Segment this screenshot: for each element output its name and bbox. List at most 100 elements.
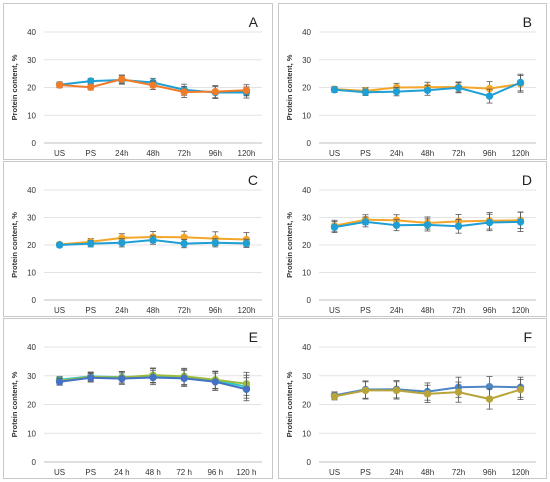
data-point xyxy=(149,236,157,244)
y-tick-label: 30 xyxy=(27,56,36,65)
y-tick-label: 30 xyxy=(27,372,36,381)
y-tick-label: 40 xyxy=(302,186,311,195)
y-tick-label: 30 xyxy=(302,214,311,223)
y-tick-label: 40 xyxy=(302,28,311,37)
x-tick-label: 24h xyxy=(390,306,403,315)
data-point xyxy=(392,386,401,395)
y-tick-label: 20 xyxy=(302,241,311,250)
data-point xyxy=(423,390,432,398)
y-tick-label: 10 xyxy=(27,111,36,120)
y-tick-label: 0 xyxy=(307,139,312,148)
y-tick-label: 30 xyxy=(27,214,36,223)
y-tick-label: 0 xyxy=(32,139,37,148)
data-point xyxy=(242,239,251,248)
y-axis-title: Protein content, % xyxy=(285,212,294,278)
x-tick-label: 72h xyxy=(452,149,465,158)
data-point xyxy=(454,84,463,92)
chart-panel-c: C 0 10 20 30 40 Protein content, % US PS 24h 48h 72… xyxy=(3,161,273,317)
x-tick-label: 72h xyxy=(452,468,465,477)
data-point xyxy=(242,86,251,94)
x-tick-label: 120h xyxy=(238,306,256,315)
y-tick-label: 10 xyxy=(302,269,311,278)
y-tick-label: 40 xyxy=(302,343,311,352)
data-point xyxy=(87,374,95,382)
y-tick-label: 20 xyxy=(27,241,36,250)
data-point xyxy=(180,374,188,383)
x-tick-label: 96 h xyxy=(207,468,223,477)
x-tick-label: 48h xyxy=(421,306,434,315)
y-tick-label: 10 xyxy=(27,429,36,438)
x-tick-label: 96h xyxy=(209,306,222,315)
y-tick-label: 0 xyxy=(307,296,312,305)
y-tick-label: 10 xyxy=(302,429,311,438)
x-tick-label: PS xyxy=(85,468,96,477)
data-point xyxy=(516,218,525,226)
y-tick-label: 0 xyxy=(32,458,37,467)
x-tick-label: US xyxy=(329,149,340,158)
y-tick-label: 40 xyxy=(27,186,36,195)
chart-panel-f: F 0 10 20 30 40 Protein content, % US PS 24h 48h 72… xyxy=(278,318,547,479)
x-tick-label: 96h xyxy=(483,468,496,477)
y-tick-label: 10 xyxy=(27,269,36,278)
x-tick-label: 120 h xyxy=(236,468,256,477)
data-point xyxy=(361,386,370,395)
x-tick-label: 48h xyxy=(146,149,159,158)
data-point xyxy=(485,395,494,403)
panel-letter: C xyxy=(247,172,258,188)
data-point xyxy=(454,222,463,231)
chart-svg: 0 10 20 30 40 Protein content, % US PS 24h 48h 72h… xyxy=(285,28,536,158)
x-tick-label: PS xyxy=(360,468,371,477)
x-tick-label: US xyxy=(54,149,65,158)
y-axis-title: Protein content, % xyxy=(10,371,19,437)
data-point xyxy=(149,81,157,89)
data-point xyxy=(485,218,494,227)
y-tick-label: 10 xyxy=(302,111,311,120)
x-tick-label: 120h xyxy=(238,149,256,158)
y-tick-label: 20 xyxy=(302,84,311,93)
chart-panel-d: D 0 10 20 30 40 Protein content, % US PS 24h 48h 72… xyxy=(278,161,547,317)
x-tick-label: PS xyxy=(360,306,371,315)
x-tick-label: 72h xyxy=(177,149,190,158)
data-point xyxy=(454,388,463,396)
x-tick-label: 24 h xyxy=(114,468,130,477)
data-point xyxy=(149,373,157,382)
data-point xyxy=(55,378,64,386)
data-point xyxy=(330,392,339,401)
data-point xyxy=(87,77,95,85)
data-point xyxy=(55,241,64,249)
data-point xyxy=(211,378,219,386)
data-point xyxy=(485,92,494,100)
data-point xyxy=(118,75,126,83)
x-tick-label: 24h xyxy=(390,149,403,158)
chart-svg: 0 10 20 30 40 Protein content, % US PS 24h 48h 72h… xyxy=(285,343,536,477)
chart-svg: 0 10 20 30 40 Protein content, % US PS 24h 48h 72h… xyxy=(10,186,262,315)
x-tick-label: 96h xyxy=(209,149,222,158)
data-point xyxy=(211,239,219,247)
x-tick-label: 72h xyxy=(177,306,190,315)
x-tick-label: 24h xyxy=(115,306,128,315)
y-tick-label: 20 xyxy=(27,401,36,410)
x-tick-label: PS xyxy=(85,306,96,315)
chart-svg: 0 10 20 30 40 Protein content, % US PS 24h 48h 72h… xyxy=(10,28,262,158)
panel-letter: E xyxy=(248,329,258,345)
y-axis-title: Protein content, % xyxy=(10,54,19,120)
x-tick-label: US xyxy=(54,468,65,477)
data-point xyxy=(180,88,188,96)
x-tick-label: 48 h xyxy=(145,468,161,477)
data-point xyxy=(516,78,525,87)
data-point xyxy=(423,86,432,94)
x-tick-label: 24h xyxy=(390,468,403,477)
chart-svg: 0 10 20 30 40 Protein content, % US PS 24 h 48 h 7… xyxy=(10,343,262,477)
chart-svg: 0 10 20 30 40 Protein content, % US PS 24h 48h 72h… xyxy=(285,186,536,315)
x-tick-label: 48h xyxy=(421,468,434,477)
data-point xyxy=(361,88,370,96)
data-point xyxy=(392,87,401,96)
x-tick-label: 72 h xyxy=(176,468,192,477)
data-point xyxy=(330,86,339,94)
y-tick-label: 40 xyxy=(27,28,36,37)
data-point xyxy=(118,374,126,383)
x-tick-label: US xyxy=(329,468,340,477)
x-tick-label: 120h xyxy=(512,149,530,158)
y-tick-label: 0 xyxy=(307,458,312,467)
